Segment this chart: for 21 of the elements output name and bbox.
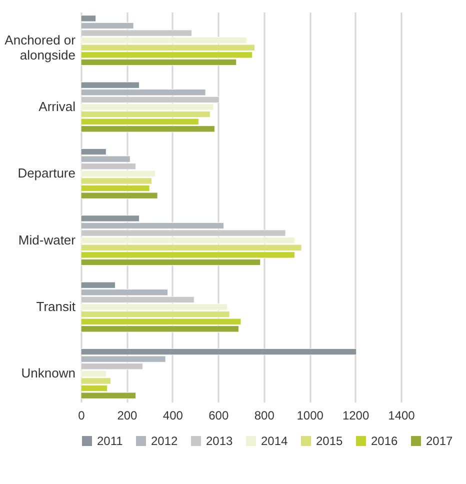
legend-label: 2015: [316, 434, 344, 448]
x-tick-label: 800: [254, 408, 275, 422]
legend-label: 2012: [151, 434, 178, 448]
x-tick-label: 1000: [296, 408, 324, 422]
legend-label: 2013: [206, 434, 234, 448]
x-tick-label: 200: [117, 408, 138, 422]
legend-label: 2016: [371, 434, 398, 448]
x-tick-label: 400: [162, 408, 184, 422]
legend-label: 2011: [97, 434, 124, 448]
x-tick-label: 1200: [342, 408, 370, 422]
y-tick-label: Departure: [18, 166, 76, 181]
y-tick-label: Arrival: [38, 99, 76, 114]
x-tick-label: 600: [208, 408, 229, 422]
x-tick-label: 0: [78, 408, 86, 422]
y-tick-label: Transit: [36, 299, 76, 314]
x-tick-label: 1400: [388, 408, 416, 422]
y-tick-label: Anchored or alongside: [4, 32, 76, 62]
legend-label: 2017: [426, 434, 454, 448]
y-tick-label: Mid-water: [18, 232, 76, 248]
y-tick-label: Unknown: [21, 366, 76, 381]
legend-label: 2014: [261, 434, 288, 448]
